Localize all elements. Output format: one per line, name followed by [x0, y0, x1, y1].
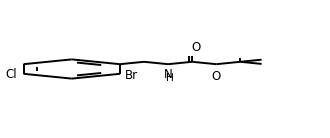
Text: Cl: Cl [5, 68, 17, 81]
Text: Br: Br [125, 69, 138, 82]
Text: O: O [191, 41, 201, 54]
Text: O: O [212, 70, 221, 83]
Text: H: H [166, 73, 174, 83]
Text: N: N [164, 68, 173, 81]
